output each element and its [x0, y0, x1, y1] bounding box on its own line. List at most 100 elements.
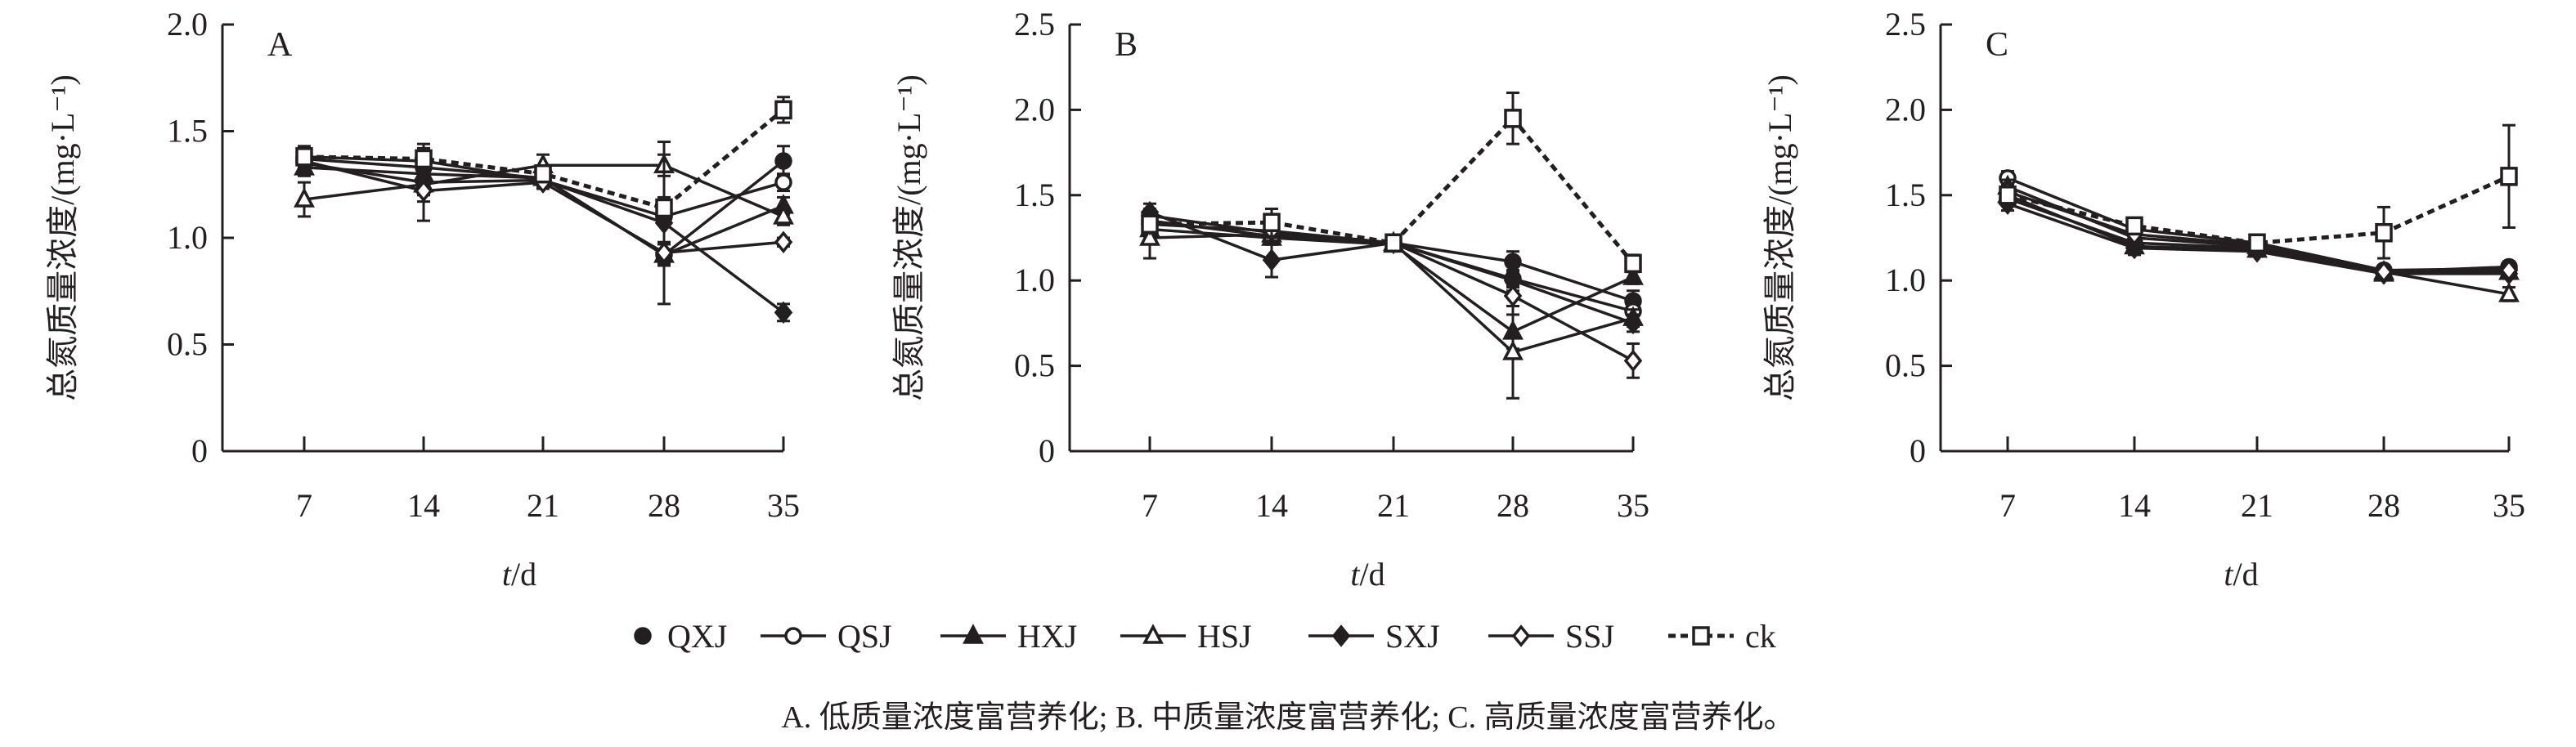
y-tick-label: 2.5	[1885, 6, 1926, 42]
x-tick-label: 14	[407, 487, 440, 524]
data-point	[1503, 284, 1523, 307]
data-point	[2500, 167, 2518, 186]
x-axis-label-var: t	[502, 556, 512, 593]
x-tick-label: 35	[2493, 487, 2525, 524]
x-tick-label: 14	[2118, 487, 2151, 524]
y-tick-label: 2.0	[1885, 91, 1926, 127]
x-axis-label: t/d	[1350, 556, 1384, 593]
legend-marker	[1142, 624, 1164, 644]
y-tick-label: 0.5	[167, 326, 208, 363]
y-tick-label: 2.0	[1014, 91, 1055, 127]
y-tick-label: 1.0	[167, 219, 208, 256]
data-point	[1623, 349, 1643, 373]
data-point	[294, 187, 315, 208]
data-point	[774, 152, 792, 170]
data-point	[773, 204, 794, 225]
data-point	[415, 149, 433, 169]
data-point	[655, 198, 673, 218]
data-point	[1263, 212, 1281, 232]
legend-item-ck: ck	[1668, 618, 1776, 655]
legend-item-ssj: SSJ	[1488, 618, 1614, 655]
legend-item-qxj: QXJ	[634, 618, 727, 655]
data-point	[1141, 214, 1159, 235]
y-tick-label: 0	[1039, 432, 1055, 469]
x-tick-label: 7	[1999, 487, 2016, 524]
series-ssj	[1998, 180, 2519, 284]
legend-label: SSJ	[1565, 618, 1614, 655]
data-point	[2125, 236, 2144, 260]
data-point	[1999, 186, 2017, 205]
legend-marker	[1331, 624, 1351, 647]
x-tick-label: 21	[1377, 487, 1410, 524]
series-ck	[295, 96, 792, 221]
data-point	[2248, 233, 2266, 253]
data-point	[1139, 226, 1160, 246]
data-point	[1622, 265, 1644, 285]
x-tick-label: 21	[527, 487, 559, 524]
y-tick-label: 1.5	[1885, 177, 1926, 213]
x-axis-label-unit: /d	[511, 556, 536, 593]
legend-marker	[634, 627, 652, 645]
legend-label: HXJ	[1017, 618, 1077, 655]
y-tick-label: 0	[191, 432, 208, 469]
legend: QXJ QSJ HXJ HSJ SXJ SSJ ck	[634, 618, 1776, 655]
data-point	[774, 301, 793, 324]
data-point	[414, 179, 433, 203]
series-ck	[1141, 92, 1642, 274]
panel-label: B	[1115, 26, 1138, 64]
legend-item-hxj: HXJ	[940, 618, 1077, 655]
y-axis-label: 总氮质量浓度/(mg·L⁻¹)	[44, 74, 81, 401]
panel-label: C	[1986, 26, 2008, 64]
series-line	[2007, 174, 2511, 245]
legend-label: HSJ	[1197, 618, 1252, 655]
x-tick-label: 35	[1617, 487, 1649, 524]
data-point	[2375, 222, 2393, 243]
legend-marker	[963, 624, 984, 644]
figure-caption: A. 低质量浓度富营养化; B. 中质量浓度富营养化; C. 高质量浓度富营养化…	[781, 700, 1794, 735]
data-point	[2125, 216, 2143, 236]
x-tick-label: 28	[1497, 487, 1529, 524]
x-tick-label: 21	[2241, 487, 2273, 524]
x-tick-label: 7	[296, 487, 312, 524]
y-tick-label: 1.0	[1885, 262, 1926, 298]
series-ck	[1999, 123, 2518, 260]
y-tick-label: 1.5	[167, 113, 208, 150]
y-tick-label: 0.5	[1014, 347, 1055, 384]
legend-marker	[1511, 624, 1531, 647]
legend-item-sxj: SXJ	[1308, 618, 1440, 655]
x-tick-label: 14	[1255, 487, 1288, 524]
legend-marker	[784, 627, 802, 645]
x-tick-label: 28	[2367, 487, 2400, 524]
chart-panel-b: 0 0.5 1.0 1.5 2.0 2.5 7 14 21 28 35 Bt/d 总氮质量浓度/(mg·…	[891, 6, 1649, 593]
data-point	[2374, 260, 2394, 284]
data-point	[774, 173, 792, 191]
panel-label: A	[267, 26, 293, 64]
chart-panel-c: 0 0.5 1.0 1.5 2.0 2.5 7 14 21 28 35 Ct/d 总氮质量浓度/(mg·…	[1761, 6, 2525, 593]
data-point	[1504, 253, 1522, 271]
data-point	[2499, 258, 2519, 282]
y-axis-label: 总氮质量浓度/(mg·L⁻¹)	[891, 74, 927, 401]
legend-label: ck	[1745, 618, 1776, 655]
y-tick-label: 0	[1910, 432, 1926, 469]
data-point	[295, 147, 313, 167]
data-point	[1502, 340, 1524, 360]
y-tick-label: 2.5	[1014, 6, 1055, 42]
data-point	[1384, 233, 1402, 253]
x-tick-label: 35	[767, 487, 800, 524]
x-axis-label-unit: /d	[2233, 556, 2259, 593]
data-point	[774, 100, 792, 120]
x-axis-label-var: t	[1350, 556, 1360, 593]
chart-panel-a: 0 0.5 1.0 1.5 2.0 7 14 21 28 35 At/d 总氮质量浓度/(mg·L⁻¹…	[44, 6, 800, 593]
data-point	[534, 163, 552, 184]
y-tick-label: 1.5	[1014, 177, 1055, 213]
x-axis-label-var: t	[2224, 556, 2233, 593]
legend-item-qsj: QSJ	[761, 618, 892, 655]
x-axis-label: t/d	[502, 556, 536, 593]
data-point	[1624, 253, 1642, 274]
data-point	[1623, 311, 1643, 335]
data-point	[654, 241, 674, 265]
y-tick-label: 0.5	[1885, 347, 1926, 384]
x-axis-label-unit: /d	[1360, 556, 1385, 593]
legend-item-hsj: HSJ	[1120, 618, 1252, 655]
